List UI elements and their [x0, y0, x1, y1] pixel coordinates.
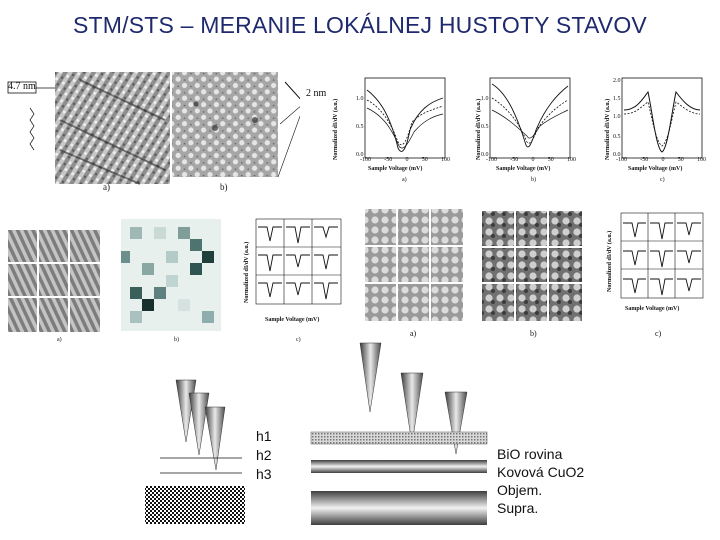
spectra-c-ylabel: Normalized dI/dV (a.u.): [605, 98, 611, 160]
grid2-xlabel: Sample Voltage (mV): [625, 306, 680, 312]
spectra-a-ylabel: Normalized dI/dV (a.u.): [333, 98, 339, 160]
spectra-c-xticks: -100 -50 0 50 100: [616, 157, 706, 163]
scale-label-4-7nm: 4.7 nm: [8, 81, 36, 92]
middle-row-figures: [8, 209, 704, 332]
spectra-b-xticks: -100 -50 0 50 100: [486, 157, 576, 163]
spectra-c-xlabel: Sample Voltage (mV): [628, 166, 683, 172]
caption-mid-a1: a): [57, 337, 62, 343]
spectra-c-ytick-4: 2.0: [613, 78, 621, 84]
caption-spectra-c: c): [660, 177, 665, 183]
spectra-b-xlabel: Sample Voltage (mV): [496, 166, 551, 172]
layer-bulk: Objem.: [497, 482, 543, 498]
layer-cuo2: Kovová CuO2: [497, 464, 585, 480]
layer-supra: Supra.: [497, 500, 539, 516]
h2-label: h2: [256, 447, 272, 463]
layer-bio: BiO rovina: [497, 446, 563, 462]
gap-map-pixels: [121, 219, 221, 331]
spectra-a-ytick-2: 1.0: [356, 96, 364, 102]
spectra-b-ytick-1: 0.5: [481, 124, 489, 130]
caption-stm-b: b): [220, 182, 228, 192]
spectra-c-ytick-1: 0.5: [613, 134, 621, 140]
caption-mid-b2: b): [530, 329, 537, 338]
spectra-b-ytick-2: 1.0: [481, 96, 489, 102]
spectra-b-ytick-0: 0.0: [481, 152, 489, 158]
stm-image-b: [172, 72, 278, 177]
stm-image-a: [55, 72, 170, 184]
caption-mid-a2: a): [410, 329, 417, 338]
caption-mid-c1: c): [296, 337, 301, 343]
height-labels: h1 h2 h3: [256, 427, 272, 484]
spectra-a-ytick-0: 0.0: [356, 152, 364, 158]
scale-label-2nm: 2 nm: [306, 88, 327, 99]
stm-topography-images: [7, 72, 300, 185]
spectra-c-ytick-3: 1.5: [613, 96, 621, 102]
tip-height-diagram: [145, 342, 488, 525]
page-title: STM/STS – MERANIE LOKÁLNEJ HUSTOTY STAVO…: [73, 12, 647, 38]
spectra-top-panels: [364, 77, 703, 159]
h1-label: h1: [256, 428, 272, 444]
spectra-a-xticks: -100 -50 0 50 100: [360, 157, 450, 163]
caption-mid-b1: b): [174, 337, 179, 343]
layer-legend: BiO rovina Kovová CuO2 Objem. Supra.: [497, 445, 601, 517]
caption-mid-c2: c): [655, 329, 662, 338]
grid1-ylabel: Normalized dI/dV (a.u.): [244, 241, 250, 303]
grid2-ylabel: Normalized dI/dV (a.u.): [607, 230, 613, 292]
spectra-a-xlabel: Sample Voltage (mV): [368, 166, 423, 172]
caption-spectra-b: b): [531, 177, 536, 183]
spectra-c-ytick-0: 0.0: [613, 152, 621, 158]
caption-spectra-a: a): [402, 177, 407, 183]
h3-label: h3: [256, 466, 272, 482]
spectra-a-ytick-1: 0.5: [356, 124, 364, 130]
spectra-c-ytick-2: 1.0: [613, 114, 621, 120]
grid1-xlabel: Sample Voltage (mV): [265, 317, 320, 323]
caption-stm-a: a): [103, 182, 110, 192]
